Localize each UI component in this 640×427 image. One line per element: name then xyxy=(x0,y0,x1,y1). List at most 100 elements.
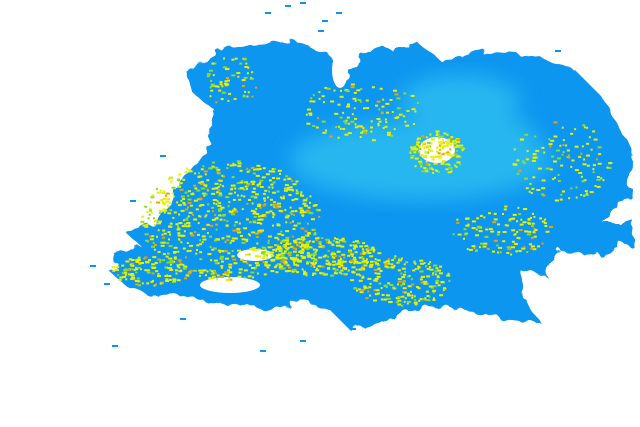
echo-pixel xyxy=(209,235,212,238)
echo-pixel xyxy=(297,238,301,241)
echo-pixel xyxy=(321,265,325,268)
echo-pixel xyxy=(267,239,270,242)
echo-pixel xyxy=(377,267,381,270)
echo-pixel xyxy=(304,230,308,233)
echo-pixel xyxy=(112,269,116,272)
echo-pixel xyxy=(209,269,212,272)
echo-pixel xyxy=(250,195,255,198)
echo-pixel xyxy=(426,267,430,270)
echo-pixel xyxy=(364,286,368,289)
echo-pixel xyxy=(314,251,317,253)
echo-pixel xyxy=(476,217,480,220)
echo-pixel xyxy=(521,160,525,163)
echo-pixel xyxy=(216,200,219,203)
echo-pixel xyxy=(410,156,414,159)
echo-pixel xyxy=(253,215,257,218)
echo-pixel xyxy=(465,217,469,220)
echo-pixel xyxy=(387,134,392,136)
echo-pixel xyxy=(183,230,186,233)
echo-pixel xyxy=(300,236,305,239)
echo-pixel xyxy=(148,209,152,212)
echo-pixel xyxy=(292,214,295,216)
echo-pixel xyxy=(221,91,226,94)
echo-pixel xyxy=(202,269,207,272)
echo-pixel xyxy=(400,272,403,275)
echo-pixel xyxy=(397,269,401,272)
echo-pixel xyxy=(204,193,208,196)
echo-pixel xyxy=(221,85,224,88)
echo-pixel xyxy=(523,208,528,210)
echo-pixel xyxy=(180,195,185,198)
echo-pixel xyxy=(353,256,357,259)
echo-pixel xyxy=(257,255,262,258)
echo-pixel xyxy=(414,165,417,168)
echo-pixel xyxy=(249,77,254,80)
echo-pixel xyxy=(318,215,321,218)
echo-pixel xyxy=(369,255,374,258)
echo-pixel xyxy=(307,255,312,258)
echo-pixel xyxy=(441,153,445,156)
echo-pixel xyxy=(309,246,311,249)
echo-pixel xyxy=(296,191,300,194)
echo-pixel xyxy=(578,155,582,158)
echo-pixel xyxy=(557,179,561,182)
echo-pixel xyxy=(281,267,286,270)
echo-pixel xyxy=(428,266,431,268)
echo-pixel xyxy=(273,266,277,269)
echo-pixel xyxy=(561,153,564,156)
echo-pixel xyxy=(374,261,377,264)
echo-pixel xyxy=(530,245,535,248)
echo-pixel xyxy=(236,194,239,197)
echo-pixel xyxy=(334,112,339,115)
echo-pixel xyxy=(175,223,179,226)
echo-pixel xyxy=(443,144,446,147)
echo-pixel xyxy=(344,133,349,136)
echo-pixel xyxy=(532,212,534,215)
echo-pixel xyxy=(152,256,157,259)
echo-pixel xyxy=(185,208,188,211)
echo-pixel xyxy=(384,265,389,268)
echo-pixel xyxy=(318,256,323,259)
echo-pixel xyxy=(211,206,215,209)
echo-pixel xyxy=(158,210,163,212)
echo-pixel xyxy=(342,260,347,263)
echo-pixel xyxy=(183,265,188,268)
echo-pixel xyxy=(325,129,328,132)
echo-pixel xyxy=(554,176,556,179)
echo-pixel xyxy=(315,239,318,242)
echo-pixel xyxy=(337,259,341,262)
echo-pixel xyxy=(435,267,439,270)
echo-pixel xyxy=(426,295,430,297)
echo-pixel xyxy=(393,89,397,92)
echo-pixel xyxy=(559,198,563,201)
echo-pixel xyxy=(531,159,536,162)
echo-pixel xyxy=(363,264,368,267)
echo-pixel xyxy=(172,192,174,195)
echo-pixel xyxy=(213,239,217,242)
echo-pixel xyxy=(307,211,312,214)
echo-pixel xyxy=(438,155,442,158)
echo-pixel xyxy=(347,254,351,257)
echo-pixel xyxy=(352,241,355,243)
echo-pixel xyxy=(395,297,400,300)
echo-pixel xyxy=(192,213,194,216)
echo-pixel xyxy=(380,298,384,301)
echo-pixel xyxy=(223,250,228,253)
echo-pixel xyxy=(571,159,575,162)
echo-pixel xyxy=(245,62,248,65)
echo-pixel xyxy=(302,244,307,246)
echo-pixel xyxy=(242,95,246,98)
echo-pixel xyxy=(586,142,590,145)
echo-pixel xyxy=(414,298,417,301)
echo-pixel xyxy=(320,272,325,275)
echo-pixel xyxy=(390,263,394,266)
echo-pixel xyxy=(175,272,178,275)
echo-pixel xyxy=(285,242,289,245)
echo-pixel xyxy=(411,296,414,299)
echo-pixel xyxy=(362,248,364,251)
echo-pixel xyxy=(542,194,546,197)
echo-pixel xyxy=(397,303,402,306)
echo-pixel xyxy=(176,201,179,204)
echo-pixel xyxy=(151,235,155,238)
echo-pixel xyxy=(398,113,403,116)
